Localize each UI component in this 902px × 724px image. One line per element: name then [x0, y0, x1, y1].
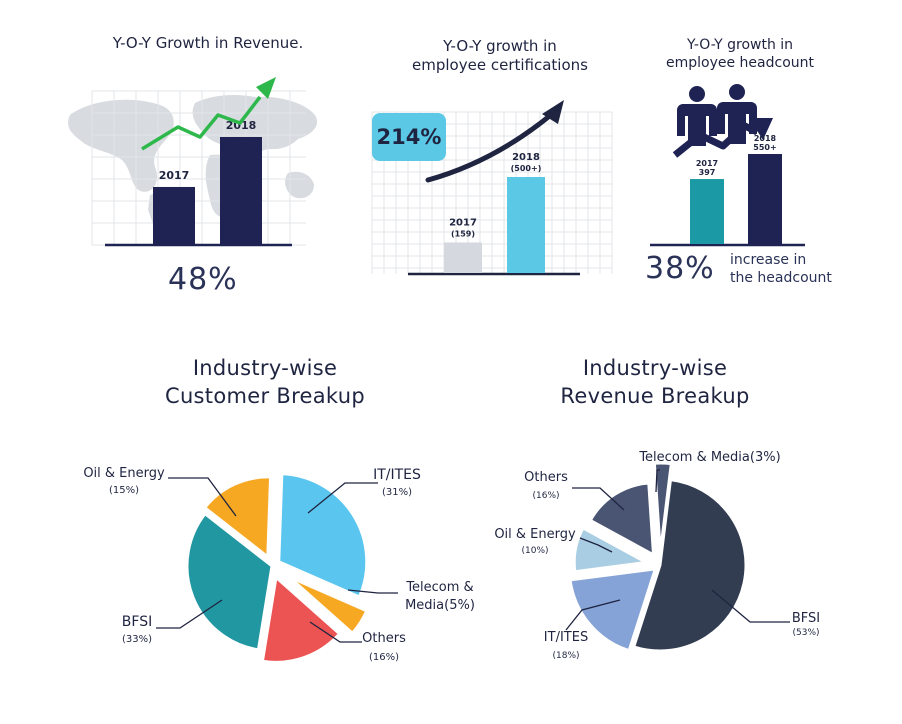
label-rev-it-pct: (18%) [552, 651, 579, 661]
cert-bar-year-2018: 2018 [512, 152, 540, 163]
leader-line [156, 599, 223, 629]
label-telecom-2: Media(5%) [405, 598, 475, 613]
pie4-slice-telecom-media [652, 461, 673, 554]
headcount-caption-line1: increase in [730, 252, 807, 268]
label-rev-bfsi-pct: (53%) [792, 628, 819, 638]
revenue-title: Y-O-Y Growth in Revenue. [112, 34, 304, 52]
label-rev-oil: Oil & Energy [494, 527, 576, 542]
label-rev-it: IT/ITES [544, 630, 588, 645]
growth-trend-arrow-icon [141, 95, 262, 151]
revenue-breakup-title-line2: Revenue Breakup [560, 384, 750, 408]
leader-line [711, 589, 790, 623]
label-rev-telecom: Telecom & Media(3%) [638, 450, 780, 465]
pie3-slice-others [260, 574, 342, 664]
label-it-ites: IT/ITES [373, 467, 421, 483]
label-others-pct: (16%) [369, 652, 399, 663]
headcount-bar-2017 [690, 179, 724, 244]
revenue-grid [91, 90, 306, 246]
cert-bar-value-2018: (500+) [511, 164, 542, 173]
headcount-title-line1: Y-O-Y growth in [686, 37, 794, 53]
cert-bar-2018 [507, 177, 545, 273]
cert-grid [371, 111, 613, 274]
leader-line [309, 621, 362, 643]
cert-badge: 214% [372, 113, 446, 161]
headcount-title-line2: employee headcount [665, 55, 814, 71]
cert-bar-year-2017: 2017 [449, 217, 477, 228]
revenue-percent: 48% [168, 262, 238, 297]
leader-line [307, 482, 378, 514]
label-it-ites-pct: (31%) [382, 487, 412, 498]
people-icon [677, 84, 757, 146]
customer-title-line1: Industry-wise [192, 356, 338, 380]
pie3-slice-bfsi [185, 511, 274, 652]
label-telecom: Telecom & [405, 580, 473, 595]
pie4-slice-oil-energy [572, 525, 652, 574]
headcount-bar-year-2018: 2018 [754, 134, 777, 143]
pie4-slice-bfsi [631, 477, 748, 653]
revenue-breakup-title-line1: Industry-wise [582, 356, 728, 380]
headcount-trend-arrow-icon [672, 122, 759, 158]
revenue-bar-2017 [153, 186, 195, 245]
leader-line [572, 487, 625, 511]
pie-charts: IT/ITES (31%) Telecom & Media(5%) Others (16%… [83, 450, 820, 664]
label-oil-pct: (15%) [109, 485, 139, 496]
pie3-slice-telecom-media [287, 575, 369, 636]
headcount-arrow-head-icon [749, 118, 773, 140]
cert-title-line1: Y-O-Y growth in [443, 37, 557, 55]
headcount-bar-2018 [748, 154, 782, 244]
cert-bar-2017 [444, 242, 482, 273]
leader-line [565, 599, 621, 631]
pie4-slice-it-ites [568, 567, 658, 653]
cert-growth-curve-icon [425, 111, 555, 183]
label-rev-others: Others [524, 470, 568, 485]
headcount-percent: 38% [645, 251, 715, 286]
label-bfsi: BFSI [122, 614, 152, 630]
cert-chart: 2017(159) 2018(500+) [371, 100, 613, 276]
label-bfsi-pct: (33%) [122, 634, 152, 645]
customer-title-line2: Customer Breakup [164, 384, 365, 408]
headcount-caption-line2: the headcount [730, 270, 832, 286]
label-rev-others-pct: (16%) [532, 491, 559, 501]
label-rev-bfsi: BFSI [792, 611, 820, 626]
revenue-bar-2018 [220, 137, 262, 245]
pie4-slice-others [588, 481, 656, 558]
leader-line [347, 589, 398, 594]
leader-line [655, 469, 660, 493]
headcount-bar-year-2017: 2017 [696, 159, 718, 168]
cert-bar-value-2017: (159) [451, 229, 475, 238]
pie3-slice-it-ites [277, 472, 369, 599]
leader-line [168, 477, 237, 517]
cert-arrow-head-icon [542, 100, 564, 124]
headcount-bar-value-2017: 397 [699, 168, 716, 177]
growth-arrow-head-icon [256, 77, 276, 99]
revenue-bar-label-2017: 2017 [159, 169, 190, 182]
label-rev-oil-pct: (10%) [521, 546, 548, 556]
label-oil: Oil & Energy [83, 466, 165, 481]
cert-title-line2: employee certifications [412, 56, 588, 74]
label-others: Others [362, 631, 406, 646]
cert-badge-text: 214% [376, 125, 442, 149]
headcount-bar-value-2018: 550+ [753, 143, 776, 152]
leader-line [579, 537, 613, 553]
